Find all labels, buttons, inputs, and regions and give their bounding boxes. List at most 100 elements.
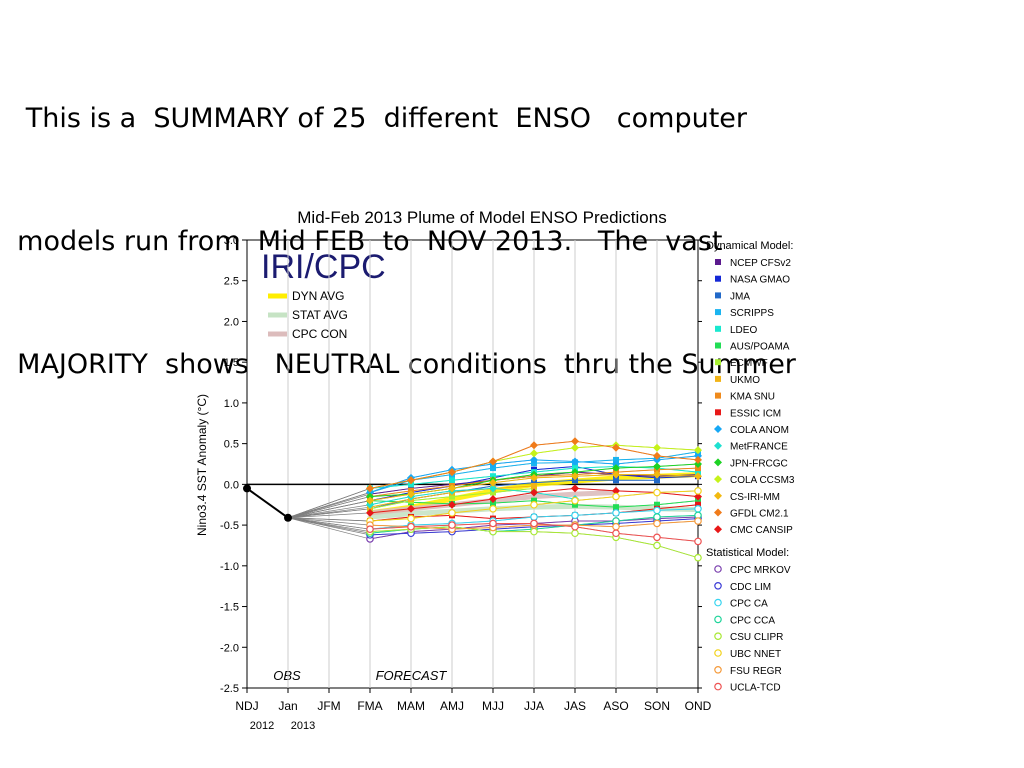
legend-marker-cpc-mrkov: [714, 565, 722, 573]
data-point-cs-iri-mm: [571, 472, 579, 481]
data-point-cs-iri-mm: [612, 470, 620, 479]
data-point-csu-clipr: [653, 541, 661, 550]
y-tick-label: -2.0: [220, 642, 239, 654]
legend-label-ukmo: UKMO: [730, 375, 760, 386]
data-point-ldeo: [490, 473, 496, 480]
data-point-cmc-cansip: [571, 484, 579, 493]
data-point-ecmwf: [490, 489, 496, 496]
data-point-fsu-regr: [694, 517, 702, 525]
data-point-ucla-tcd: [407, 522, 415, 531]
data-point-cola-ccsm3: [530, 449, 538, 458]
legend-marker-ukmo: [715, 375, 721, 382]
dynamical-heading: Dynamical Model:: [706, 240, 793, 252]
data-point-cs-iri-mm: [694, 472, 702, 481]
legend-label-nasa-gmao: NASA GMAO: [730, 275, 790, 286]
data-point-aus-poama: [531, 497, 537, 504]
iri-cpc-brand: IRI/CPC: [261, 248, 386, 286]
y-tick-label: 2.5: [224, 276, 239, 288]
legend-label-essic-icm: ESSIC ICM: [730, 408, 781, 419]
data-point-cs-iri-mm: [653, 470, 661, 479]
data-point-cs-iri-mm: [366, 496, 374, 505]
legend-marker-metfrance: [714, 441, 722, 450]
legend-marker-ecmwf: [715, 359, 721, 366]
data-point-gfdl-cm2-1: [489, 457, 497, 466]
x-tick-label: JJA: [524, 699, 544, 713]
legend-label-jma: JMA: [730, 291, 750, 302]
data-point-csu-clipr: [530, 527, 538, 536]
legend-label-csu-clipr: CSU CLIPR: [730, 632, 783, 643]
data-point-jpn-frcgc: [694, 460, 702, 468]
y-tick-label: 0.5: [224, 439, 239, 451]
data-point-ecmwf: [449, 493, 455, 500]
data-point-cpc-ca: [694, 504, 702, 513]
data-point-ldeo: [408, 481, 414, 488]
x-tick-label: ASO: [603, 699, 628, 713]
statistical-heading: Statistical Model:: [706, 547, 789, 559]
legend-marker-jpn-frcgc: [714, 458, 722, 467]
data-point-ucla-tcd: [694, 537, 702, 546]
legend-label-cpc-mrkov: CPC MRKOV: [730, 565, 791, 576]
legend-marker-ldeo: [715, 325, 721, 332]
legend-marker-ucla-tcd: [714, 682, 722, 691]
avg-legend-label-cpc-con: CPC CON: [292, 327, 347, 341]
legend-marker-kma-snu: [715, 392, 721, 399]
data-point-aus-poama: [572, 501, 578, 508]
year-label-2013: 2013: [291, 720, 315, 732]
legend-marker-cdc-lim: [714, 581, 722, 590]
legend-marker-gfdl-cm2-1: [714, 508, 722, 517]
data-point-jpn-frcgc: [653, 462, 661, 471]
data-point-aus-poama: [613, 504, 619, 511]
legend-label-ecmwf: ECMWF: [730, 358, 768, 369]
data-point-scripps: [490, 465, 496, 472]
data-point-kma-snu: [695, 465, 701, 472]
legend-label-ncep-cfsv2: NCEP CFSv2: [730, 258, 791, 269]
data-point-essic-icm: [695, 501, 701, 508]
legend-marker-cola-anom: [714, 425, 722, 433]
slide-title-line-3: MAJORITY shows NEUTRAL conditions thru t…: [0, 349, 796, 380]
data-point-jpn-frcgc: [612, 464, 620, 473]
data-point-cs-iri-mm: [489, 478, 497, 487]
x-tick-label: AMJ: [440, 699, 464, 713]
legend-label-ubc-nnet: UBC NNET: [730, 649, 781, 660]
legend-marker-ncep-cfsv2: [715, 259, 721, 265]
legend-label-aus-poama: AUS/POAMA: [730, 342, 790, 353]
data-point-cmc-cansip: [448, 500, 456, 509]
data-point-scripps: [613, 456, 619, 463]
data-point-cpc-cca: [653, 513, 661, 521]
data-point-cmc-cansip: [612, 486, 620, 495]
obs-line: [246, 487, 289, 519]
x-tick-label: JFM: [317, 699, 340, 713]
legend-label-jpn-frcgc: JPN-FRCGC: [730, 458, 788, 469]
legend-marker-cpc-ca: [714, 598, 722, 607]
data-point-cola-anom: [530, 455, 538, 464]
legend-label-ucla-tcd: UCLA-TCD: [730, 683, 781, 694]
data-point-gfdl-cm2-1: [612, 443, 620, 452]
legend-marker-cola-ccsm3: [714, 475, 722, 484]
data-point-jma: [572, 477, 578, 484]
legend-label-kma-snu: KMA SNU: [730, 392, 775, 403]
y-tick-label: -1.0: [220, 561, 239, 573]
forecast-label: FORECAST: [376, 668, 448, 683]
legend-label-ldeo: LDEO: [730, 325, 757, 336]
data-point-cs-iri-mm: [448, 484, 456, 493]
data-point-ubc-nnet: [612, 492, 620, 501]
data-point-gfdl-cm2-1: [530, 441, 538, 450]
x-tick-label: Jan: [278, 699, 297, 713]
legend-marker-essic-icm: [715, 409, 721, 416]
data-point-ldeo: [449, 477, 455, 484]
data-point-ucla-tcd: [571, 522, 579, 531]
legend-marker-ubc-nnet: [714, 649, 722, 657]
x-tick-label: SON: [644, 699, 670, 713]
data-point-csu-clipr: [571, 529, 579, 538]
slide-title-line-1: This is a SUMMARY of 25 different ENSO c…: [0, 103, 748, 134]
series-line-metfrance: [369, 487, 576, 506]
legend-label-cs-iri-mm: CS-IRI-MM: [730, 492, 780, 503]
y-tick-label: 1.5: [224, 357, 239, 369]
data-point-metfrance: [489, 484, 497, 493]
data-point-cmc-cansip: [407, 504, 415, 513]
data-point-ucla-tcd: [366, 525, 374, 533]
data-point-cmc-cansip: [489, 495, 497, 504]
x-tick-label: MJJ: [482, 699, 504, 713]
data-point-gfdl-cm2-1: [407, 476, 415, 485]
